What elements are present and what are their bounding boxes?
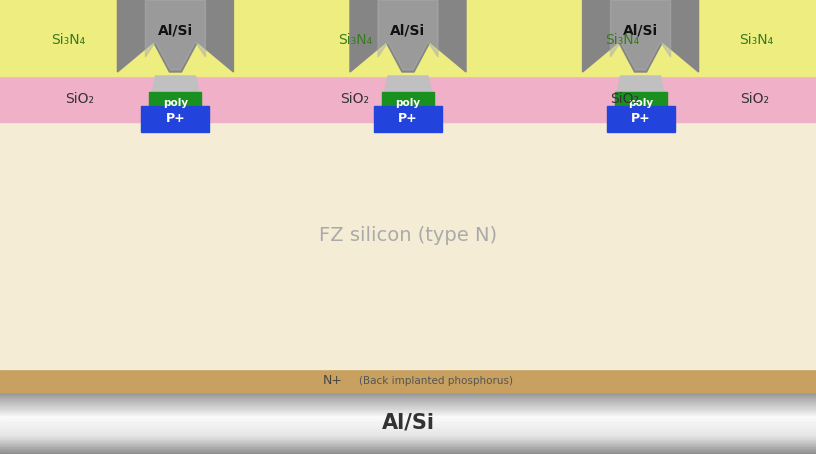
Bar [0,408,816,409]
Text: Al/Si: Al/Si [382,413,434,433]
Bar [0,415,816,417]
Bar [0,400,816,401]
Polygon shape [380,76,436,116]
Bar [0,409,816,410]
Text: poly: poly [163,98,188,108]
Polygon shape [148,76,203,116]
Bar [0,412,816,414]
Text: Al/Si: Al/Si [390,23,426,37]
Bar [0,392,816,394]
Bar [0,410,816,412]
Bar [0,445,816,446]
Bar [0,429,816,431]
Text: Si₃N₄: Si₃N₄ [738,33,773,47]
Bar [0,435,816,437]
Bar [0,398,816,400]
Bar [0,421,816,423]
Bar [0,369,816,392]
Text: SiO₂: SiO₂ [340,92,370,106]
Polygon shape [583,0,698,72]
Bar [0,405,816,406]
Bar [149,92,202,114]
Bar [0,401,816,403]
Text: SiO₂: SiO₂ [610,92,640,106]
Bar [698,0,816,30]
Bar [0,423,816,424]
Text: Al/Si: Al/Si [623,23,659,37]
Bar [141,106,210,132]
Bar [0,122,816,369]
Bar [382,92,434,114]
Bar [0,394,816,395]
Bar [0,443,816,445]
Text: Si₃N₄: Si₃N₄ [51,33,85,47]
Bar [0,0,118,30]
Text: N+: N+ [322,374,343,387]
Text: (Back implanted phosphorus): (Back implanted phosphorus) [359,375,513,385]
Polygon shape [350,0,466,72]
Bar [0,406,816,408]
Bar [0,451,816,453]
Bar [0,424,816,426]
Bar [0,453,816,454]
Bar [606,106,675,132]
Polygon shape [145,0,206,70]
Bar [0,428,816,429]
Bar [0,448,816,449]
Bar [0,442,816,443]
Bar [0,403,816,405]
Bar [0,420,816,421]
Bar [0,397,816,398]
Text: P+: P+ [631,113,650,125]
Bar [0,437,816,439]
Text: SiO₂: SiO₂ [65,92,95,106]
Text: Al/Si: Al/Si [157,23,193,37]
Bar [0,449,816,451]
Bar [614,92,667,114]
Bar [0,395,816,397]
Bar [0,76,816,122]
Bar [0,434,816,435]
Text: P+: P+ [398,113,418,125]
Text: SiO₂: SiO₂ [740,92,769,106]
Text: poly: poly [628,98,653,108]
Polygon shape [118,0,233,72]
Bar [0,431,816,432]
Bar [0,440,816,442]
Bar [0,426,816,428]
Text: Si₃N₄: Si₃N₄ [605,33,639,47]
Bar [0,439,816,440]
Polygon shape [613,76,668,116]
Text: P+: P+ [166,113,185,125]
Bar [0,30,816,76]
Bar [0,418,816,420]
Bar [233,0,350,30]
Bar [0,414,816,415]
Text: FZ silicon (type N): FZ silicon (type N) [319,226,497,245]
Polygon shape [378,0,438,70]
Text: poly: poly [396,98,420,108]
Bar [0,417,816,418]
Bar [0,432,816,434]
Text: Si₃N₄: Si₃N₄ [338,33,372,47]
Bar [0,446,816,448]
Bar [466,0,583,30]
Polygon shape [610,0,671,70]
Bar [374,106,442,132]
